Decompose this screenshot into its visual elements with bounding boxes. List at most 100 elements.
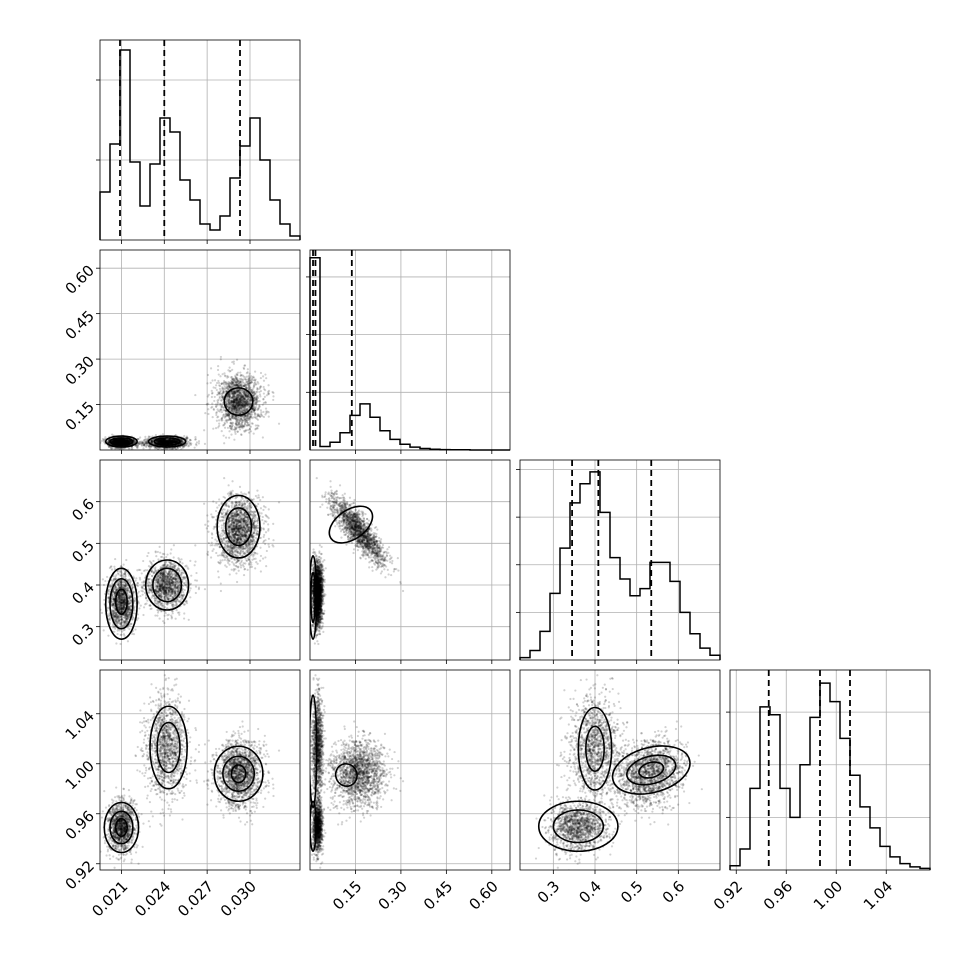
sample-point <box>165 441 168 444</box>
sample-point <box>137 441 140 445</box>
sample-point <box>162 441 165 444</box>
sample-point <box>157 441 160 444</box>
sample-point <box>133 440 137 443</box>
sample-point <box>220 408 223 412</box>
sample-point <box>167 440 171 443</box>
sample-point <box>120 440 123 443</box>
sample-point <box>251 388 254 392</box>
sample-point <box>232 381 235 384</box>
sample-point <box>112 440 115 443</box>
sample-point <box>226 413 229 416</box>
sample-point <box>220 399 223 402</box>
sample-point <box>242 406 245 409</box>
sample-point <box>234 417 237 421</box>
sample-point <box>122 438 125 441</box>
panel-frame <box>99 39 301 241</box>
sample-point <box>242 407 245 410</box>
sample-point <box>232 390 235 394</box>
sample-point <box>237 423 240 426</box>
sample-point <box>230 401 233 405</box>
sample-point <box>256 426 259 430</box>
sample-point <box>125 439 128 442</box>
sample-point <box>241 427 244 430</box>
sample-point <box>238 383 241 386</box>
sample-point <box>235 372 238 375</box>
sample-point <box>127 439 130 442</box>
sample-point <box>228 395 231 398</box>
sample-point <box>180 440 183 443</box>
sample-point <box>229 391 232 394</box>
sample-point <box>233 392 236 395</box>
sample-point <box>197 440 201 443</box>
sample-point <box>123 441 126 444</box>
sample-point <box>120 440 123 443</box>
sample-point <box>166 442 170 445</box>
sample-point <box>159 441 162 444</box>
sample-point <box>156 439 159 442</box>
sample-point <box>249 402 252 406</box>
sample-point <box>242 417 245 420</box>
sample-point <box>232 398 235 401</box>
sample-point <box>219 358 222 361</box>
sample-point <box>244 397 247 400</box>
sample-point <box>238 419 242 422</box>
sample-point <box>115 441 118 444</box>
sample-point <box>258 390 261 394</box>
sample-point <box>168 441 171 444</box>
sample-point <box>235 418 238 421</box>
sample-point <box>142 442 146 445</box>
sample-point <box>240 425 243 428</box>
sample-point <box>158 440 162 443</box>
sample-point <box>243 404 247 407</box>
sample-point <box>233 405 237 409</box>
sample-point <box>116 442 119 445</box>
sample-point <box>228 370 231 373</box>
sample-point <box>121 441 124 444</box>
sample-point <box>241 404 244 407</box>
sample-point <box>123 439 126 442</box>
sample-point <box>226 414 230 417</box>
sample-point <box>242 402 245 405</box>
sample-point <box>234 383 238 387</box>
sample-point <box>228 416 231 420</box>
sample-point <box>166 441 169 444</box>
sample-point <box>116 438 119 442</box>
sample-point <box>123 441 127 444</box>
sample-point <box>218 392 221 395</box>
sample-point <box>194 438 197 441</box>
sample-point <box>120 441 124 444</box>
sample-point <box>175 440 178 444</box>
sample-point <box>233 394 236 398</box>
sample-point <box>170 442 173 445</box>
sample-point <box>170 441 173 444</box>
sample-point <box>218 402 222 405</box>
sample-point <box>234 430 237 433</box>
sample-point <box>160 440 163 443</box>
sample-point <box>228 414 231 417</box>
sample-point <box>160 440 163 443</box>
sample-point <box>187 445 190 448</box>
sample-point <box>238 406 241 410</box>
sample-point <box>259 413 263 416</box>
sample-point <box>238 399 241 403</box>
sample-point <box>173 441 176 444</box>
sample-point <box>232 384 235 387</box>
sample-point <box>226 396 229 400</box>
sample-point <box>120 440 123 443</box>
sample-point <box>241 419 244 422</box>
sample-point <box>256 414 260 417</box>
sample-point <box>249 402 252 405</box>
sample-point <box>193 446 196 449</box>
sample-point <box>242 390 245 393</box>
sample-point <box>244 420 247 423</box>
sample-point <box>244 395 248 398</box>
sample-point <box>236 396 240 399</box>
sample-point <box>158 440 162 444</box>
sample-point <box>113 440 117 443</box>
sample-point <box>163 438 166 441</box>
sample-point <box>244 393 247 396</box>
sample-point <box>174 440 177 443</box>
sample-point <box>185 579 188 582</box>
sample-point <box>242 419 245 422</box>
sample-point <box>243 392 246 396</box>
